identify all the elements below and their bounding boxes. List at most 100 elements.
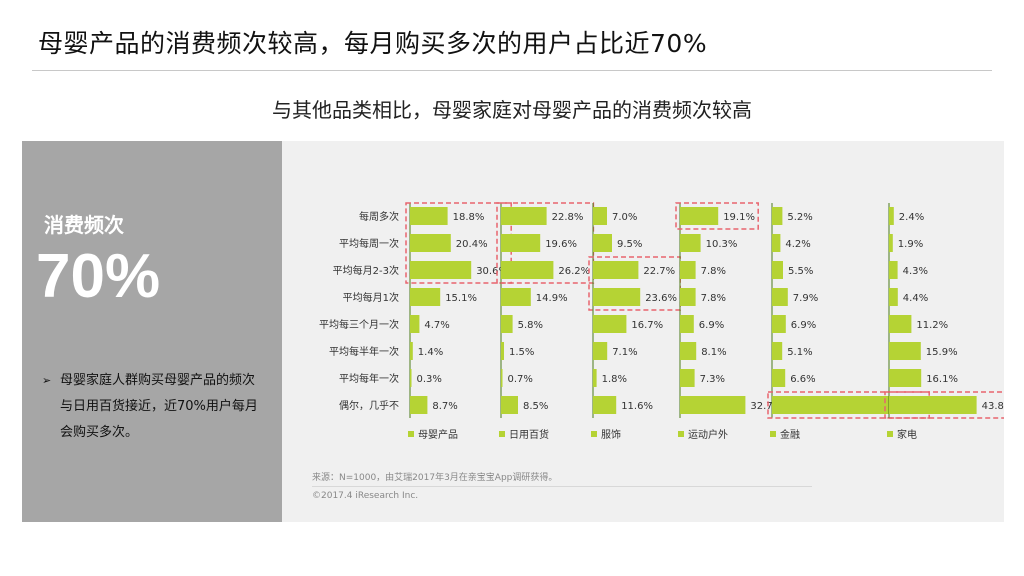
data-label: 7.8%	[701, 266, 726, 277]
data-label: 5.1%	[787, 347, 812, 358]
data-label: 5.8%	[518, 320, 543, 331]
bar	[772, 261, 783, 279]
bar	[501, 342, 504, 360]
legend-swatch	[591, 431, 597, 437]
data-label: 4.3%	[903, 266, 928, 277]
chart-subtitle: 与其他品类相比，母婴家庭对母婴产品的消费频次较高	[272, 98, 752, 122]
bar	[593, 261, 639, 279]
bar	[889, 396, 977, 414]
legend-swatch	[499, 431, 505, 437]
bar	[410, 234, 451, 252]
data-label: 0.3%	[417, 374, 442, 385]
chart-panel: 每周多次 平均每周一次 平均每月2-3次 平均每月1次 平均每三个月一次 平均每半年一次平…	[282, 141, 1004, 522]
bar	[501, 288, 531, 306]
bar	[889, 207, 894, 225]
bar	[593, 234, 612, 252]
data-label: 26.2%	[558, 266, 590, 277]
data-label: 14.9%	[536, 293, 568, 304]
data-label: 7.1%	[612, 347, 637, 358]
data-label: 7.0%	[612, 212, 637, 223]
data-label: 8.7%	[432, 401, 457, 412]
page-title: 母婴产品的消费频次较高，每月购买多次的用户占比近70%	[38, 29, 708, 58]
data-label: 43.8%	[982, 401, 1004, 412]
bar	[772, 315, 786, 333]
data-label: 4.4%	[903, 293, 928, 304]
bar	[501, 207, 547, 225]
frequency-bar-chart: 每周多次平均每周一次平均每月2-3次平均每月1次平均每三个月一次平均每半年一次平…	[319, 202, 1004, 441]
bar	[680, 369, 695, 387]
bar	[410, 207, 448, 225]
legend-label: 服饰	[601, 428, 621, 441]
data-label: 20.4%	[456, 239, 488, 250]
data-label: 1.9%	[898, 239, 923, 250]
highlight-box	[884, 391, 1004, 419]
data-label: 16.7%	[631, 320, 663, 331]
bar	[501, 261, 554, 279]
data-label: 32.7%	[750, 401, 782, 412]
data-label: 10.3%	[706, 239, 738, 250]
data-label: 22.8%	[552, 212, 584, 223]
data-label: 6.9%	[699, 320, 724, 331]
summary-heading: 消费频次	[44, 213, 124, 237]
bar	[680, 261, 696, 279]
bar	[501, 234, 541, 252]
bar	[593, 288, 641, 306]
data-label: 7.8%	[701, 293, 726, 304]
data-label: 4.7%	[424, 320, 449, 331]
bar	[889, 315, 912, 333]
bar	[680, 234, 701, 252]
bar	[772, 396, 890, 414]
data-label: 6.6%	[790, 374, 815, 385]
data-label: 11.2%	[916, 320, 948, 331]
summary-panel: 消费频次 70% ➢ 母婴家庭人群购买母婴产品的频次与日用百货接近，近70%用户…	[22, 141, 282, 522]
legend-label: 母婴产品	[418, 428, 458, 441]
bar	[772, 234, 781, 252]
data-label: 15.1%	[445, 293, 477, 304]
data-label: 15.9%	[926, 347, 958, 358]
category-label: 平均每月1次	[343, 291, 399, 304]
legend-label: 家电	[897, 428, 917, 441]
summary-bullet: ➢ 母婴家庭人群购买母婴产品的频次与日用百货接近，近70%用户每月会购买多次。	[42, 368, 267, 446]
bar	[680, 288, 696, 306]
data-label: 16.1%	[926, 374, 958, 385]
bar	[501, 396, 518, 414]
source-divider	[312, 486, 812, 487]
data-label: 2.4%	[899, 212, 924, 223]
bar	[889, 342, 921, 360]
bar	[889, 288, 898, 306]
data-label: 9.5%	[617, 239, 642, 250]
legend-label: 运动户外	[688, 428, 728, 441]
legend-swatch	[408, 431, 414, 437]
bar	[889, 261, 898, 279]
bar	[680, 342, 697, 360]
bar	[410, 369, 412, 387]
bar	[410, 261, 472, 279]
copyright-note: ©2017.4 iResearch Inc.	[312, 491, 419, 501]
category-label: 平均每月2-3次	[333, 264, 399, 277]
data-label: 18.8%	[453, 212, 485, 223]
bar	[593, 315, 627, 333]
legend-swatch	[770, 431, 776, 437]
data-label: 22.7%	[643, 266, 675, 277]
bar	[501, 369, 503, 387]
category-label: 平均每半年一次	[329, 345, 399, 358]
legend-swatch	[678, 431, 684, 437]
data-label: 4.2%	[785, 239, 810, 250]
legend-label: 日用百货	[509, 428, 549, 441]
bar	[680, 207, 719, 225]
data-label: 6.9%	[791, 320, 816, 331]
legend-swatch	[887, 431, 893, 437]
category-label: 平均每周一次	[339, 237, 399, 250]
data-label: 1.8%	[602, 374, 627, 385]
legend-label: 金融	[780, 428, 800, 441]
bar	[772, 369, 786, 387]
data-label: 19.6%	[545, 239, 577, 250]
bar	[410, 342, 413, 360]
data-label: 11.6%	[621, 401, 653, 412]
data-label: 5.5%	[788, 266, 813, 277]
bar	[501, 315, 513, 333]
data-label: 30.6%	[476, 266, 508, 277]
data-label: 19.1%	[723, 212, 755, 223]
bar	[593, 342, 608, 360]
data-label: 7.9%	[793, 293, 818, 304]
